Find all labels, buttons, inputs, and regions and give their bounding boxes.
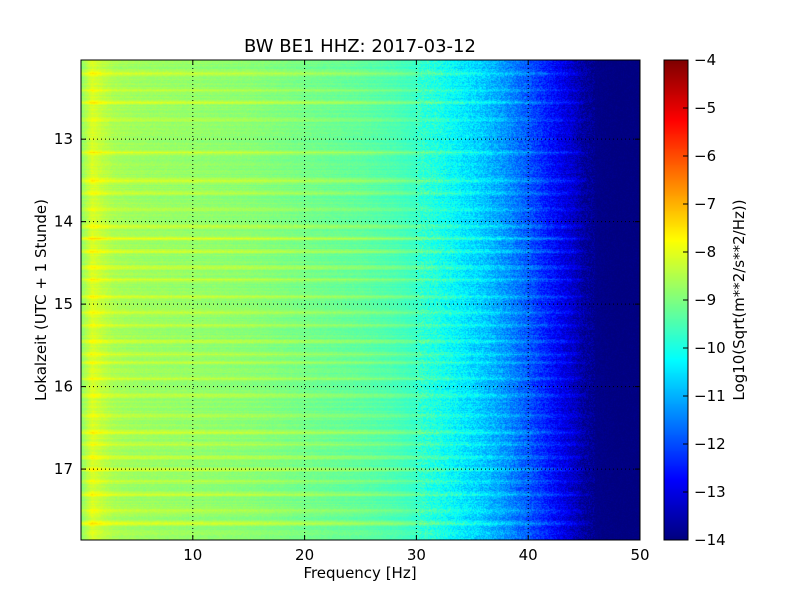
colorbar-tick-label: −8 (694, 243, 716, 261)
colorbar: −4 −5 −6 −7 −8 −9 −10 −11 −12 −13 −14 Log10(Sqrt(m… (663, 51, 748, 549)
y-tick-label: 14 (54, 213, 73, 231)
y-tick-label: 13 (54, 130, 73, 148)
colorbar-tick-label: −11 (694, 387, 726, 405)
colorbar-tick-label: −13 (694, 483, 726, 501)
grid-lines (81, 60, 640, 540)
colorbar-tick-label: −12 (694, 435, 726, 453)
y-tick-label: 16 (54, 378, 73, 396)
x-tick-label: 10 (183, 546, 202, 564)
x-axis-label: Frequency [Hz] (303, 564, 416, 582)
x-tick-label: 50 (630, 546, 649, 564)
colorbar-tick-label: −4 (694, 51, 716, 69)
y-tick-label: 15 (54, 295, 73, 313)
colorbar-tick-label: −7 (694, 195, 716, 213)
colorbar-tick-label: −9 (694, 291, 716, 309)
colorbar-tick-label: −5 (694, 99, 716, 117)
heatmap-image (81, 60, 640, 540)
plot-frame (80, 59, 641, 541)
y-tick-label: 17 (54, 460, 73, 478)
y-axis-ticks: 13 14 15 16 17 (54, 130, 640, 478)
x-axis-ticks: 10 20 30 40 50 (183, 60, 650, 564)
colorbar-tick-label: −14 (694, 531, 726, 549)
x-tick-label: 20 (295, 546, 314, 564)
chart-title: BW BE1 HHZ: 2017-03-12 (244, 36, 476, 57)
colorbar-tick-label: −10 (694, 339, 726, 357)
x-tick-label: 40 (519, 546, 538, 564)
colorbar-ticks: −4 −5 −6 −7 −8 −9 −10 −11 −12 −13 −14 (683, 51, 726, 549)
colorbar-label: Log10(Sqrt(m**2/s**2/Hz)) (730, 199, 748, 400)
x-tick-label: 30 (407, 546, 426, 564)
y-axis-label: Lokalzeit (UTC + 1 Stunde) (32, 199, 50, 401)
colorbar-tick-label: −6 (694, 147, 716, 165)
plot-area: 10 20 30 40 50 13 14 15 16 17 (54, 59, 650, 564)
